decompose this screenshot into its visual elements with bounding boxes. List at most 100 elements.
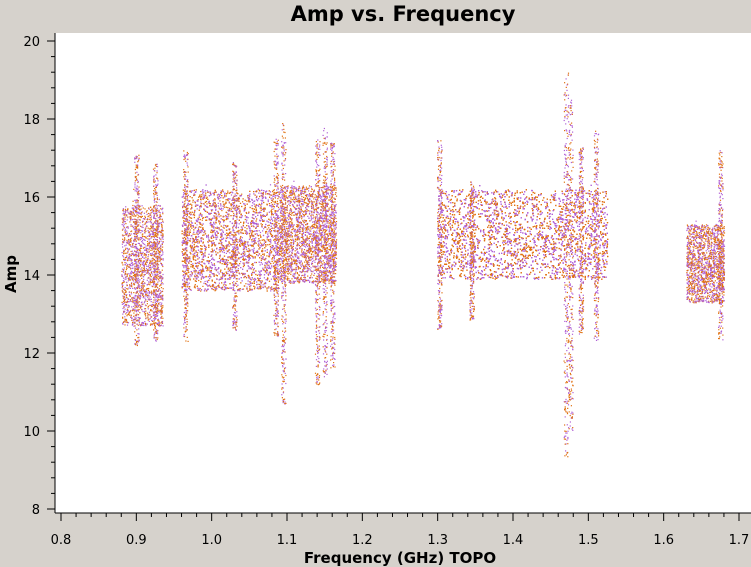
data-point [134, 157, 136, 159]
data-point [131, 211, 133, 213]
data-point [156, 201, 158, 203]
data-point [144, 232, 146, 234]
data-point [135, 281, 138, 283]
data-point [251, 289, 253, 291]
data-point [269, 219, 271, 221]
data-point [138, 228, 140, 230]
data-point [135, 240, 137, 242]
data-point [162, 213, 164, 215]
data-point [139, 265, 141, 267]
data-point [132, 252, 134, 254]
data-point [138, 193, 140, 195]
data-point [149, 269, 151, 271]
data-point [238, 212, 241, 214]
data-point [156, 224, 159, 226]
data-point [154, 261, 156, 263]
data-point [158, 280, 160, 282]
data-point [128, 244, 130, 246]
data-point [151, 223, 153, 226]
data-point [227, 207, 229, 209]
data-point [152, 308, 155, 310]
data-point [191, 211, 193, 213]
data-point [142, 207, 144, 209]
data-point [134, 190, 136, 192]
data-point [142, 220, 144, 222]
data-point [133, 240, 135, 242]
data-point [122, 228, 124, 230]
data-point [160, 240, 162, 242]
data-point [153, 259, 155, 261]
data-point [264, 215, 266, 217]
data-point [157, 226, 159, 228]
data-point [138, 229, 140, 231]
data-point [151, 211, 153, 213]
data-point [129, 244, 132, 246]
data-point [123, 252, 125, 254]
data-point [140, 260, 143, 262]
data-point [135, 265, 137, 267]
data-point [125, 290, 127, 292]
data-point [136, 279, 138, 281]
data-point [141, 226, 143, 228]
data-point [151, 236, 153, 238]
data-point [161, 218, 163, 221]
data-point [129, 268, 132, 270]
data-point [146, 251, 148, 253]
data-point [126, 294, 128, 296]
data-point [199, 230, 201, 232]
data-point [129, 234, 131, 236]
data-point [216, 236, 219, 238]
data-point [122, 280, 124, 282]
data-point [243, 203, 245, 205]
data-point [135, 210, 137, 212]
data-point [142, 276, 144, 278]
data-point [154, 259, 157, 262]
data-point [130, 250, 132, 253]
data-point [142, 286, 144, 288]
data-point [154, 294, 156, 296]
data-point [162, 230, 164, 232]
data-point [122, 213, 124, 215]
data-point [152, 232, 154, 234]
data-point [151, 208, 153, 210]
data-point [258, 230, 260, 232]
data-point [134, 184, 136, 186]
data-point [147, 269, 149, 271]
data-point [136, 340, 138, 342]
data-point [220, 218, 222, 220]
data-point [161, 291, 163, 293]
data-point [129, 255, 131, 257]
data-point [162, 238, 164, 240]
data-point [159, 218, 161, 220]
data-point [145, 253, 148, 256]
data-point [154, 314, 156, 316]
data-point [122, 271, 125, 273]
data-point [145, 255, 147, 257]
data-point [161, 250, 163, 252]
data-point [160, 280, 162, 282]
data-point [130, 293, 133, 295]
data-point [137, 201, 139, 203]
data-point [220, 203, 222, 205]
data-point [211, 258, 213, 260]
data-point [127, 235, 129, 237]
data-point [276, 259, 278, 261]
data-point [151, 245, 153, 247]
data-point [134, 275, 136, 277]
data-point [150, 225, 152, 227]
data-point [133, 254, 135, 256]
data-point [161, 322, 164, 324]
data-point [134, 295, 137, 297]
data-point [154, 252, 156, 254]
data-point [155, 210, 157, 212]
data-point [149, 234, 151, 236]
data-point [143, 261, 145, 263]
data-point [155, 222, 157, 224]
data-point [146, 312, 148, 314]
data-point [138, 279, 140, 281]
data-point [133, 300, 135, 302]
data-point [143, 289, 145, 291]
data-point [133, 292, 135, 294]
data-point [228, 245, 230, 247]
